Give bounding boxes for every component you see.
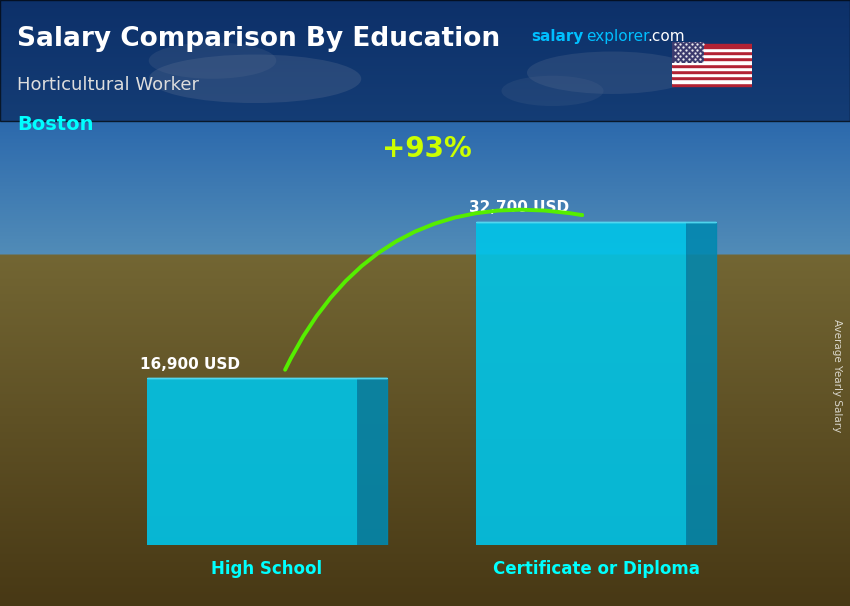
Text: 32,700 USD: 32,700 USD bbox=[469, 201, 569, 215]
Ellipse shape bbox=[149, 55, 361, 103]
Bar bbox=[672, 51, 752, 54]
Bar bbox=[672, 61, 752, 64]
Bar bbox=[672, 67, 752, 70]
Text: Salary Comparison By Education: Salary Comparison By Education bbox=[17, 27, 500, 52]
Text: .com: .com bbox=[648, 29, 685, 44]
FancyArrowPatch shape bbox=[285, 210, 582, 370]
Ellipse shape bbox=[149, 42, 276, 79]
Bar bbox=[672, 82, 752, 86]
Bar bbox=[672, 73, 752, 76]
Bar bbox=[672, 42, 704, 64]
Ellipse shape bbox=[502, 76, 604, 106]
Bar bbox=[672, 70, 752, 73]
Bar bbox=[672, 44, 752, 48]
Bar bbox=[672, 57, 752, 61]
Text: Horticultural Worker: Horticultural Worker bbox=[17, 76, 199, 94]
Ellipse shape bbox=[527, 52, 697, 94]
Text: Average Yearly Salary: Average Yearly Salary bbox=[832, 319, 842, 432]
Bar bbox=[672, 76, 752, 79]
Bar bbox=[672, 48, 752, 51]
Bar bbox=[672, 79, 752, 82]
Polygon shape bbox=[686, 222, 716, 545]
Text: Certificate or Diploma: Certificate or Diploma bbox=[493, 561, 700, 579]
Text: Boston: Boston bbox=[17, 115, 94, 134]
Text: +93%: +93% bbox=[382, 135, 472, 164]
Text: High School: High School bbox=[212, 561, 322, 579]
Text: explorer: explorer bbox=[586, 29, 650, 44]
Polygon shape bbox=[357, 378, 387, 545]
FancyBboxPatch shape bbox=[476, 222, 686, 545]
Bar bbox=[672, 54, 752, 57]
Text: salary: salary bbox=[531, 29, 584, 44]
Bar bbox=[672, 64, 752, 67]
Text: 16,900 USD: 16,900 USD bbox=[139, 356, 240, 371]
FancyBboxPatch shape bbox=[0, 0, 850, 121]
FancyBboxPatch shape bbox=[147, 378, 357, 545]
